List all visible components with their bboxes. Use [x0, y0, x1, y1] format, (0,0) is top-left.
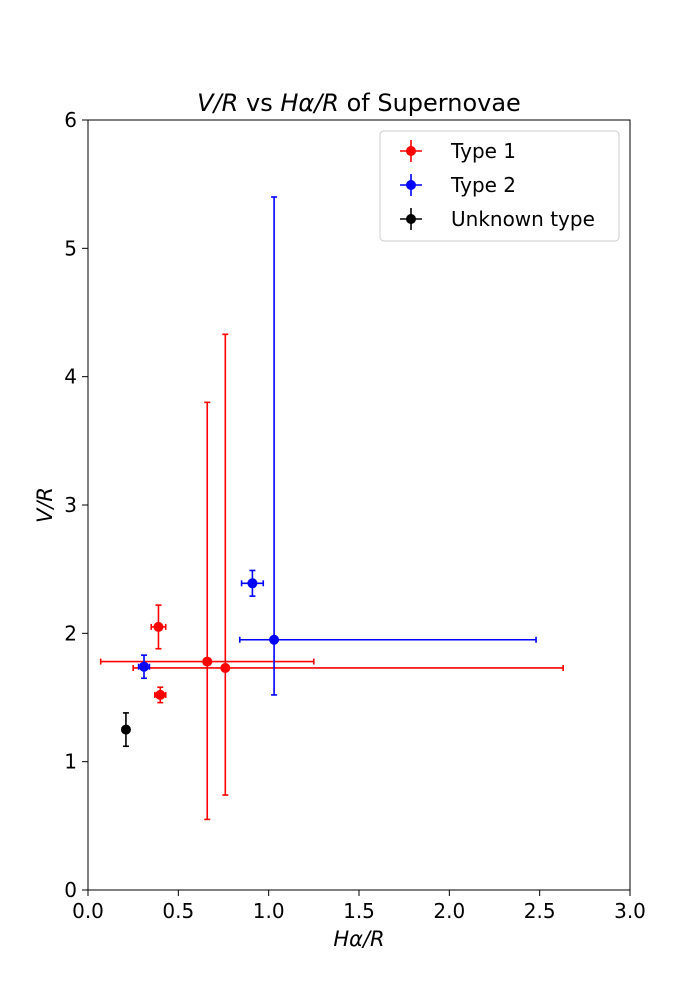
series-type-1 — [99, 333, 564, 821]
y-tick-label: 1 — [64, 750, 77, 774]
y-tick-label: 6 — [64, 108, 77, 132]
chart-title-part-d: of Supernovae — [339, 89, 521, 117]
chart-title: V/R vs Hα/R of Supernovae — [197, 89, 521, 117]
legend-marker-point — [406, 214, 416, 224]
series-unknown-type — [120, 712, 131, 748]
legend-marker-point — [406, 146, 416, 156]
data-point — [220, 662, 231, 673]
y-tick-label: 3 — [64, 493, 77, 517]
plot-marks — [99, 196, 564, 821]
y-axis-label: V/R — [33, 487, 57, 523]
series-type-2 — [137, 196, 537, 696]
x-tick-label: 2.5 — [524, 899, 556, 923]
data-point — [139, 661, 150, 672]
data-point — [269, 634, 280, 645]
x-tick-label: 2.0 — [433, 899, 465, 923]
x-tick-label: 1.0 — [253, 899, 285, 923]
legend-label: Unknown type — [451, 207, 595, 231]
x-axis-label: Hα/R — [333, 927, 384, 951]
x-tick-label: 1.5 — [343, 899, 375, 923]
legend-marker-point — [406, 180, 416, 190]
legend: Type 1 Type 2 Unknown type — [379, 130, 620, 242]
legend-item: Unknown type — [400, 207, 595, 231]
legend-item: Type 2 — [400, 173, 516, 197]
y-tick-label: 4 — [64, 365, 77, 389]
plot-frame — [87, 119, 631, 891]
data-point — [155, 689, 166, 700]
x-tick-label: 0.5 — [162, 899, 194, 923]
legend-box — [379, 130, 620, 242]
legend-label: Type 2 — [450, 173, 516, 197]
y-tick-label: 0 — [64, 878, 77, 902]
x-tick-label: 3.0 — [614, 899, 646, 923]
chart-title-part-b: vs — [238, 89, 280, 117]
x-tick-label: 0.0 — [72, 899, 104, 923]
data-point — [120, 724, 131, 735]
data-point — [202, 656, 213, 667]
legend-label: Type 1 — [450, 139, 516, 163]
y-tick-label: 5 — [64, 236, 77, 260]
axes-ticks: 0.0 0.5 1.0 1.5 2.0 2.5 3.0 0 1 2 3 4 5 6 — [64, 108, 646, 923]
data-point — [153, 621, 164, 632]
data-point — [247, 578, 258, 589]
chart-title-part-a: V/R — [197, 89, 238, 117]
chart-title-part-c: Hα/R — [280, 89, 339, 117]
y-tick-label: 2 — [64, 621, 77, 645]
legend-item: Type 1 — [400, 139, 516, 163]
